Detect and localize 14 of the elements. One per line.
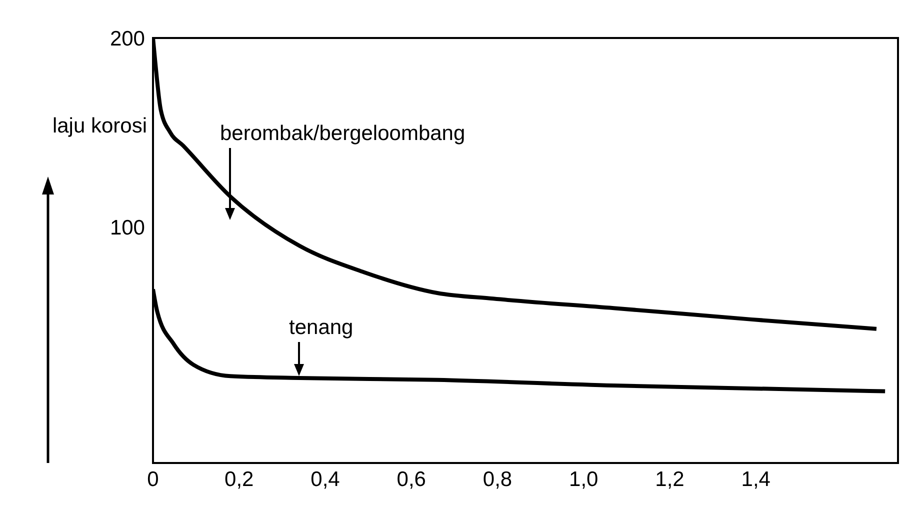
annotation: berombak/bergeloombang xyxy=(220,122,466,145)
x-tick-label: 1,2 xyxy=(655,468,684,491)
line-series xyxy=(153,287,888,394)
x-tick-label: 1,4 xyxy=(741,468,771,491)
x-tick-label: 0,4 xyxy=(310,468,340,491)
annotation: tenang xyxy=(289,316,354,339)
x-tick-label: 1,0 xyxy=(569,468,598,491)
x-tick-label: 0,6 xyxy=(396,468,426,491)
x-tick-label: 0,2 xyxy=(224,468,254,491)
y-axis-title: laju korosi xyxy=(52,114,147,138)
x-tick-label: 0 xyxy=(147,468,159,491)
y-tick-label: 100 xyxy=(110,216,145,240)
y-tick-label: 200 xyxy=(110,27,145,50)
x-tick-label: 0,8 xyxy=(482,468,512,491)
